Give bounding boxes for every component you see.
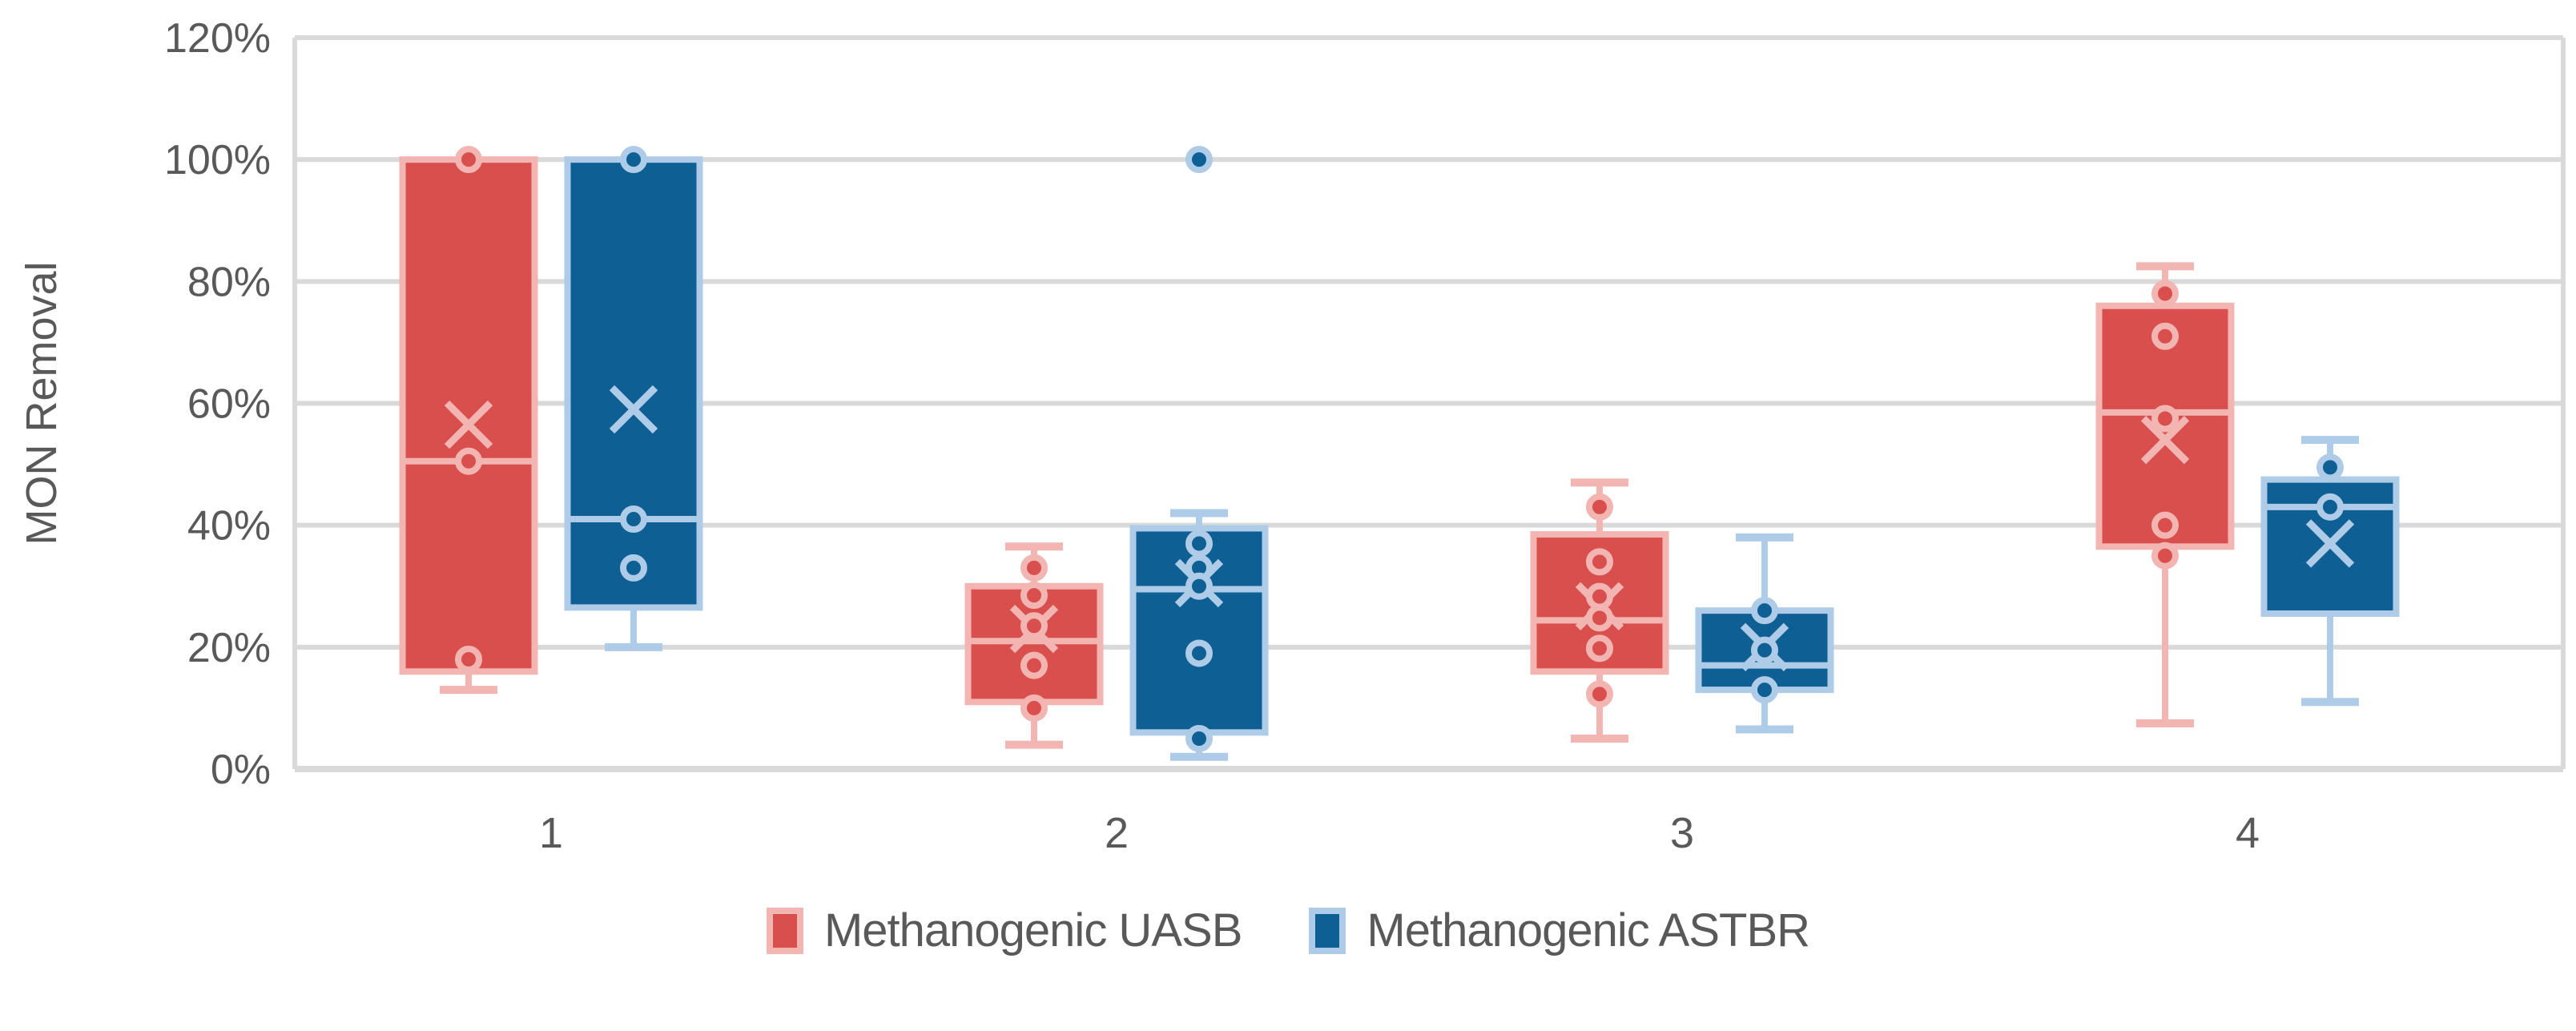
data-point — [620, 554, 647, 582]
data-point — [1586, 634, 1613, 662]
data-point — [1751, 676, 1778, 704]
data-point — [2151, 405, 2179, 433]
legend-item-uasb: Methanogenic UASB — [766, 904, 1242, 957]
x-tick-label: 1 — [539, 809, 563, 857]
legend-swatch-astbr — [1309, 907, 1346, 954]
data-point — [1586, 548, 1613, 576]
chart-canvas: 0% 20% 40% 60% 80% 100% 120% MON Removal 1 2 3 4 — [18, 15, 2566, 857]
data-point — [455, 646, 482, 674]
mean-marker — [2140, 415, 2190, 465]
data-point — [1020, 582, 1048, 610]
y-tick-label: 100% — [164, 137, 271, 183]
data-point — [2316, 453, 2344, 481]
data-point — [455, 447, 482, 475]
data-point — [2316, 493, 2344, 521]
x-tick-label: 4 — [2236, 809, 2260, 857]
data-point — [1586, 604, 1613, 632]
data-point — [1185, 639, 1213, 667]
mean-marker — [2305, 519, 2355, 568]
legend-swatch-uasb — [766, 907, 803, 954]
x-tick-label: 3 — [1670, 809, 1694, 857]
data-point — [620, 146, 647, 174]
data-point — [2151, 280, 2179, 308]
y-tick-label: 80% — [187, 259, 271, 305]
y-tick-label: 20% — [187, 625, 271, 671]
data-point — [1020, 612, 1048, 640]
legend-label-uasb: Methanogenic UASB — [823, 904, 1242, 956]
legend: Methanogenic UASB Methanogenic ASTBR — [0, 904, 2576, 957]
y-tick-label: 40% — [187, 503, 271, 550]
data-point — [1185, 572, 1213, 600]
legend-label-astbr: Methanogenic ASTBR — [1366, 904, 1810, 956]
y-tick-label: 60% — [187, 381, 271, 428]
data-point — [455, 146, 482, 174]
y-axis-title: MON Removal — [18, 261, 66, 545]
data-point — [1020, 694, 1048, 722]
legend-item-astbr: Methanogenic ASTBR — [1309, 904, 1810, 957]
box — [564, 156, 703, 611]
data-point — [1586, 493, 1613, 521]
data-point — [1751, 636, 1778, 664]
mean-marker — [444, 400, 493, 449]
data-point — [1586, 680, 1613, 708]
data-point — [1185, 146, 1213, 174]
data-point — [1020, 651, 1048, 679]
data-point — [1751, 597, 1778, 625]
data-point — [2151, 322, 2179, 350]
y-tick-label: 120% — [164, 15, 271, 62]
y-tick-label: 0% — [211, 747, 271, 793]
data-point — [1020, 554, 1048, 582]
data-point — [2151, 542, 2179, 570]
mean-marker — [609, 385, 658, 434]
data-point — [1185, 724, 1213, 752]
box — [399, 156, 538, 675]
data-point — [2151, 511, 2179, 539]
data-point — [1185, 530, 1213, 558]
x-tick-label: 2 — [1105, 809, 1129, 857]
data-point — [1586, 582, 1613, 610]
data-point — [620, 505, 647, 534]
